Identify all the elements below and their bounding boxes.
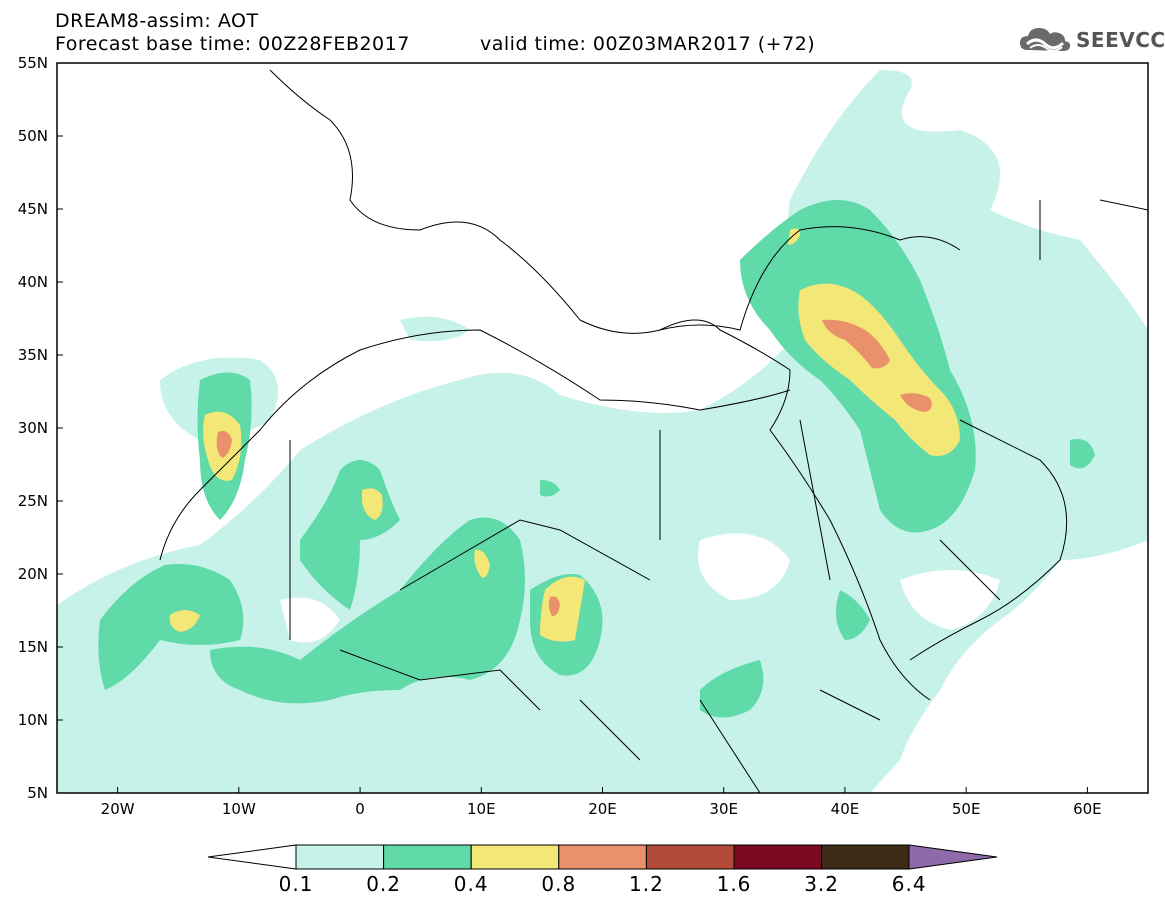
logo-text: SEEVCCC [1076,28,1165,52]
colorbar-box [383,844,472,870]
colorbar-label: 0.4 [453,872,489,896]
colorbar-over-triangle [908,844,998,870]
lat-label: 10N [17,711,48,729]
lon-label: 10W [221,800,256,818]
lat-label: 20N [17,565,48,583]
colorbar-box [645,844,735,870]
colorbar-boxes [295,844,910,870]
colorbar-under-triangle [207,844,297,870]
lat-label: 35N [17,346,48,364]
axis-ticks [57,62,1088,794]
lat-label: 45N [17,200,48,218]
colorbar-label: 1.2 [628,872,664,896]
lon-label: 0 [355,800,365,818]
aot-orange-areas [216,319,932,617]
aot-green-areas [98,200,1095,718]
colorbar-box [733,844,823,870]
colorbar-label: 6.4 [891,872,927,896]
colorbar-label: 3.2 [804,872,839,896]
cloud-icon [1020,28,1071,52]
seevccc-logo: SEEVCCC [1018,22,1165,58]
colorbar-box [558,844,647,870]
lat-label: 55N [17,54,48,72]
valid-time: valid time: 00Z03MAR2017 (+72) [480,33,816,55]
lat-label: 40N [17,273,48,291]
colorbar-label: 0.2 [366,872,401,896]
aot-field [57,70,1148,793]
lat-label: 25N [17,492,48,510]
colorbar-box [821,844,910,870]
lon-label: 20W [100,800,135,818]
lat-label: 15N [17,638,48,656]
lon-label: 40E [830,800,860,818]
lat-label: 5N [27,784,48,802]
colorbar [207,844,998,870]
colorbar-label: 0.8 [541,872,577,896]
lon-label: 30E [709,800,739,818]
coastlines [159,69,1148,793]
lon-label: 10E [466,800,496,818]
colorbar-label: 0.1 [278,872,314,896]
map-title: DREAM8-assim: AOT [55,10,259,32]
colorbar-box [470,844,560,870]
aot-clear-holes [280,533,1000,643]
colorbar-label: 1.6 [716,872,752,896]
forecast-base-time: Forecast base time: 00Z28FEB2017 [55,33,410,55]
lon-label: 20E [588,800,617,818]
colorbar-box [295,844,385,870]
lon-label: 60E [1073,800,1102,818]
lon-label: 50E [951,800,981,818]
lat-label: 50N [17,127,48,145]
lat-label: 30N [17,419,48,437]
